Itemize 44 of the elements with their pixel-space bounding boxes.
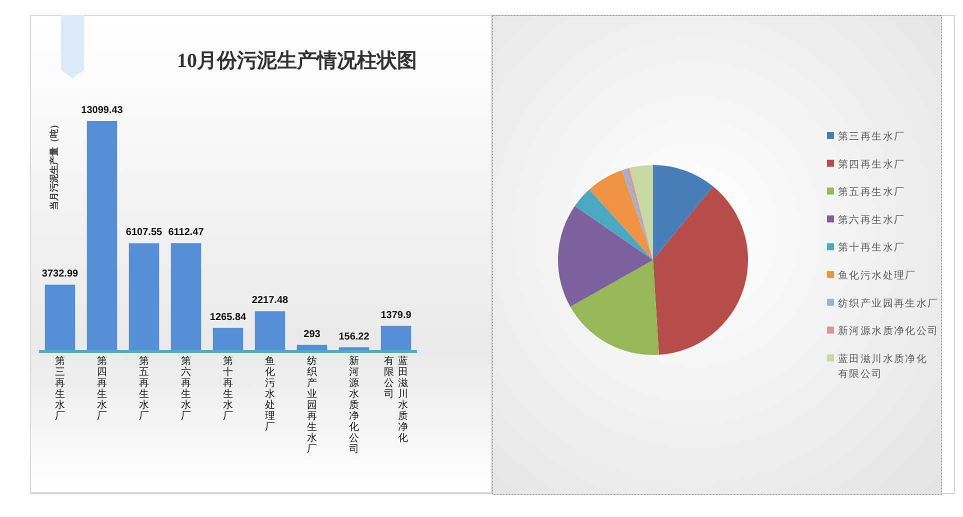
pie-slice bbox=[653, 165, 714, 260]
pie-slice bbox=[653, 186, 748, 355]
bar bbox=[380, 326, 412, 350]
pie-slice bbox=[570, 260, 659, 355]
legend-label: 新河源水质净化公司 bbox=[838, 325, 939, 338]
x-tick-label: 蓝田滋川水质净化有限公司 bbox=[384, 354, 409, 444]
bar bbox=[338, 347, 370, 350]
x-tick-label: 第六再生水厂 bbox=[181, 354, 192, 422]
pie-slice bbox=[622, 168, 653, 260]
pie-slice bbox=[558, 206, 653, 307]
bar bbox=[170, 243, 202, 350]
data-label: 6107.55 bbox=[126, 227, 163, 238]
bar bbox=[86, 121, 118, 350]
pie-slice bbox=[574, 190, 653, 260]
legend-label: 纺织产业园再生水厂 bbox=[838, 297, 939, 310]
x-tick-label: 第四再生水厂 bbox=[97, 354, 108, 422]
data-label: 6112.47 bbox=[168, 227, 204, 238]
data-label: 293 bbox=[304, 328, 321, 340]
chart-title: 10月份污泥生产情况柱状图 bbox=[177, 49, 417, 72]
bar bbox=[254, 311, 286, 350]
bar bbox=[296, 344, 328, 350]
x-tick-label: 第三再生水厂 bbox=[55, 354, 66, 422]
legend-label: 第四再生水厂 bbox=[838, 158, 906, 170]
data-label: 1379.9 bbox=[380, 310, 412, 321]
x-tick-label: 新河源水质净化公司 bbox=[349, 354, 360, 455]
x-tick-label: 第十再生水厂 bbox=[223, 354, 234, 422]
data-label: 13099.43 bbox=[81, 105, 124, 116]
x-tick-label: 第五再生水厂 bbox=[139, 354, 150, 422]
bar bbox=[212, 328, 244, 350]
bar bbox=[128, 243, 160, 350]
legend-label: 第六再生水厂 bbox=[838, 214, 906, 226]
legend-label: 第五再生水厂 bbox=[838, 186, 906, 198]
pie-slice bbox=[589, 170, 653, 260]
bar bbox=[44, 284, 76, 350]
x-tick-label: 纺织产业园再生水厂 bbox=[307, 354, 318, 455]
legend-label: 第三再生水厂 bbox=[838, 130, 906, 142]
x-tick-label: 鱼化污水处理厂 bbox=[265, 354, 276, 433]
data-label: 3732.99 bbox=[42, 268, 79, 280]
data-label: 1265.84 bbox=[210, 312, 247, 323]
data-label: 2217.48 bbox=[252, 295, 289, 306]
legend-label: 第十再生水厂 bbox=[838, 242, 906, 254]
legend-label: 鱼化污水处理厂 bbox=[838, 270, 916, 282]
data-label: 156.22 bbox=[338, 331, 370, 342]
y-axis-title: 当月污泥生产量（吨） bbox=[49, 120, 60, 210]
